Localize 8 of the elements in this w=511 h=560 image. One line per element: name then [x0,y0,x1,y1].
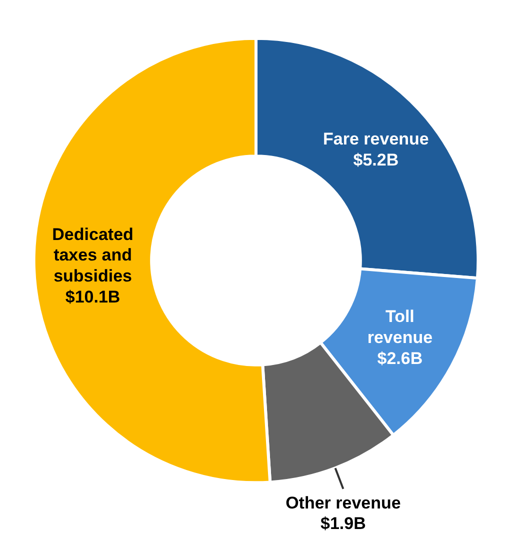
slice-label: Dedicated taxes and subsidies [52,224,134,286]
slice-label: Other revenue [286,493,401,512]
slice-label: Toll revenue [367,307,433,348]
slice-label: Fare revenue [323,130,429,149]
data-label: $2.6B [377,349,423,368]
data-label: $1.9B [320,514,366,534]
data-label: $10.1B [65,288,120,307]
data-label: $5.2B [353,150,399,170]
